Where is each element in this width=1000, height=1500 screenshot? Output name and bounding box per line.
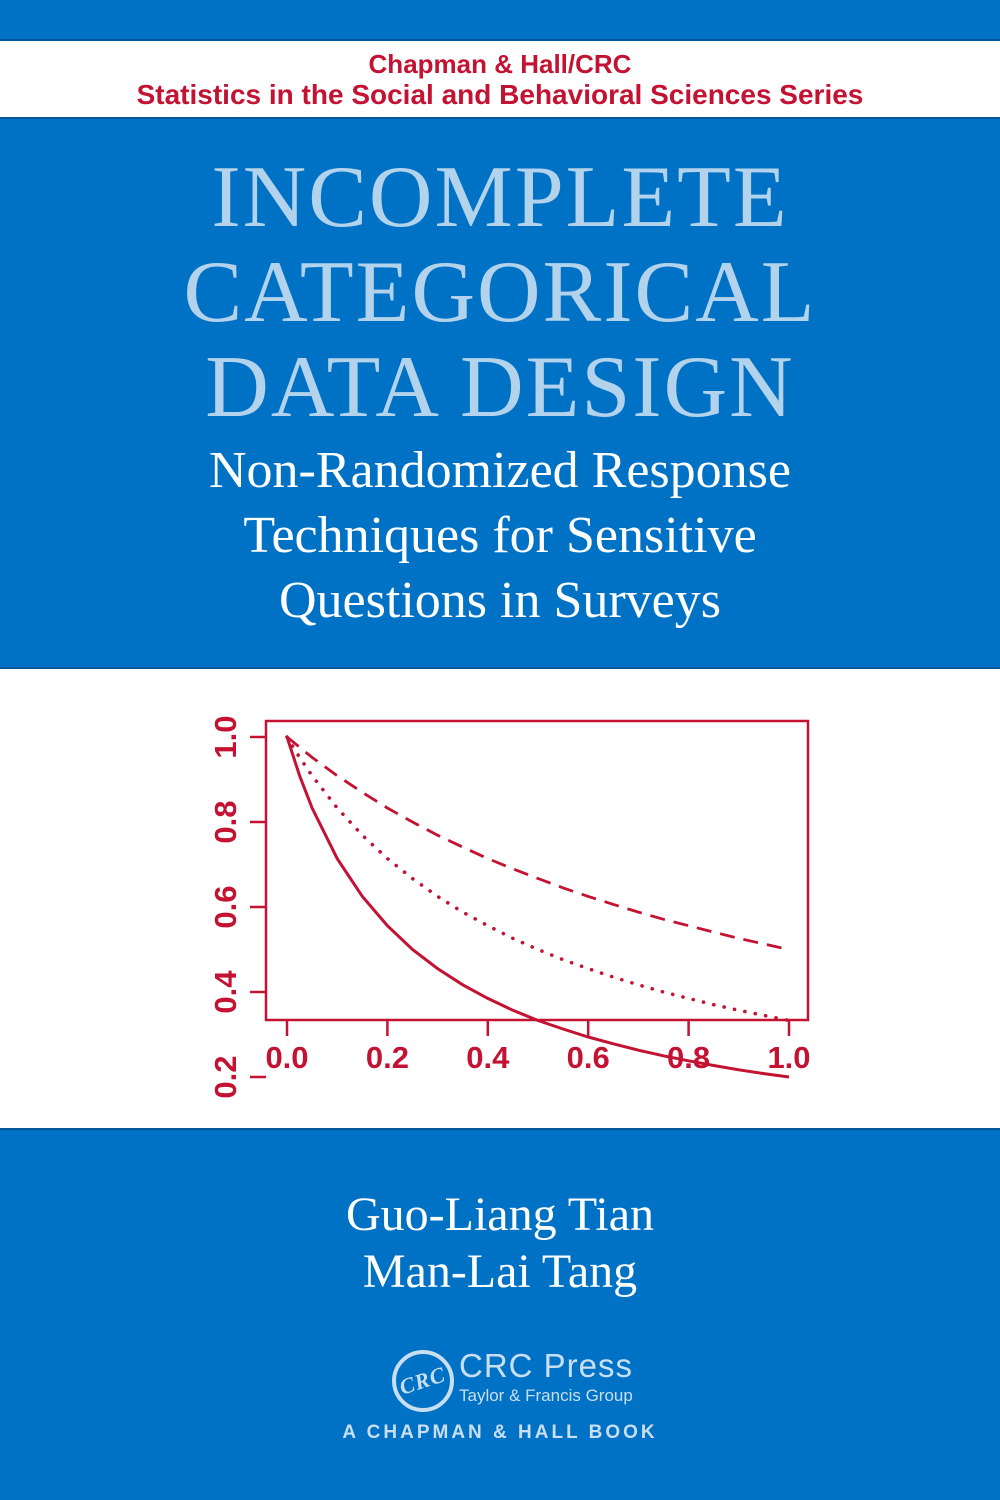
survival-curves-chart: 0.0 0.2 0.4 0.6 0.8 1.00.20.40.60.81.0 xyxy=(208,715,811,1098)
crc-press-name: CRC Press xyxy=(459,1347,634,1384)
series-name: Statistics in the Social and Behavioral … xyxy=(136,79,864,110)
subtitle-line-1: Non-Randomized Response xyxy=(208,442,791,499)
band-edge xyxy=(0,667,1000,669)
x-tick-label: 1.0 xyxy=(767,1040,810,1075)
band-edge xyxy=(0,117,1000,119)
chart-panel: 0.0 0.2 0.4 0.6 0.8 1.0 0.2 0.4 0.6 0.8 1.0 xyxy=(0,669,1000,1128)
authors: Guo-Liang Tian Man-Lai Tang xyxy=(0,1186,1000,1300)
band-edge xyxy=(0,39,1000,41)
chapman-hall-book-line: A CHAPMAN & HALL BOOK xyxy=(342,1422,658,1443)
publisher-name: Chapman & Hall/CRC xyxy=(368,49,632,79)
subtitle-line-3: Questions in Surveys xyxy=(279,572,721,629)
crc-logo-icon: CRC xyxy=(392,1350,454,1412)
taylor-francis-group: Taylor & Francis Group xyxy=(459,1386,633,1405)
x-tick-label: 0.2 xyxy=(366,1040,409,1075)
book-title: INCOMPLETE CATEGORICAL DATA DESIGN xyxy=(0,150,1000,435)
title-line-3: DATA DESIGN xyxy=(205,339,795,436)
y-tick-label: 1.0 xyxy=(208,715,243,758)
dotted-curve xyxy=(285,735,791,1023)
y-tick-label: 0.8 xyxy=(208,800,243,843)
x-tick-label: 0.6 xyxy=(567,1040,610,1075)
solid-curve xyxy=(285,736,790,1079)
title-line-1: INCOMPLETE xyxy=(211,149,789,246)
author-2: Man-Lai Tang xyxy=(362,1245,638,1298)
book-subtitle: Non-Randomized Response Techniques for S… xyxy=(0,438,1000,633)
title-line-2: CATEGORICAL xyxy=(183,244,817,341)
publisher-banner: Chapman & Hall/CRC Statistics in the Soc… xyxy=(0,41,1000,117)
y-tick-label: 0.6 xyxy=(208,885,243,928)
y-tick-label: 0.2 xyxy=(208,1055,243,1098)
crc-monogram: CRC xyxy=(396,1361,450,1400)
subtitle-line-2: Techniques for Sensitive xyxy=(243,507,757,564)
x-tick-label: 0.4 xyxy=(466,1040,510,1075)
x-tick-label: 0.0 xyxy=(265,1040,308,1075)
author-1: Guo-Liang Tian xyxy=(345,1188,654,1241)
plot-frame xyxy=(264,719,810,1022)
band-edge xyxy=(0,1128,1000,1130)
y-tick-label: 0.4 xyxy=(208,970,243,1014)
dashed-curve xyxy=(286,735,790,951)
